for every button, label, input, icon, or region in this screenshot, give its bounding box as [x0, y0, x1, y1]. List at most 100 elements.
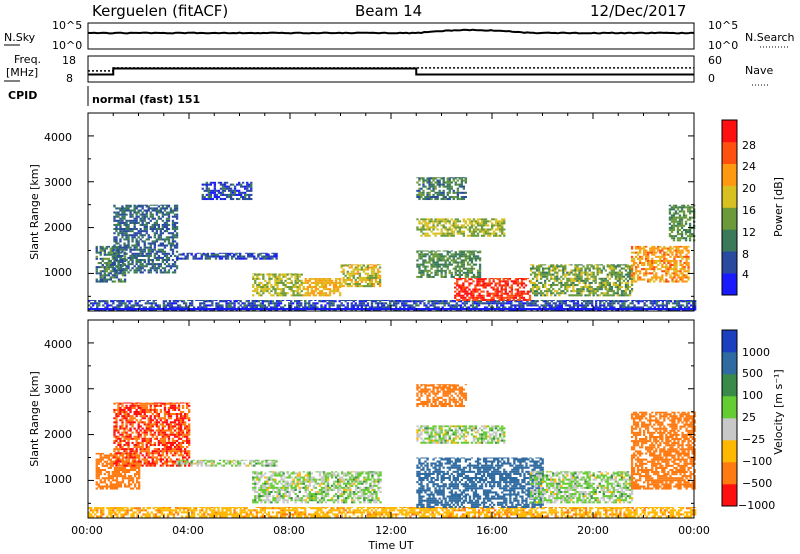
power-cell — [206, 188, 208, 190]
power-cell — [129, 247, 131, 249]
power-cell — [501, 218, 503, 220]
power-cell — [166, 222, 168, 224]
power-cell — [503, 235, 505, 237]
power-cell — [499, 226, 501, 228]
power-cell — [136, 271, 138, 273]
power-cell — [540, 276, 542, 278]
power-cell — [679, 268, 681, 270]
power-cell — [679, 206, 681, 208]
power-cell — [119, 245, 121, 247]
power-cell — [317, 284, 319, 286]
power-cell — [679, 210, 681, 212]
power-cell — [371, 273, 373, 275]
velocity-cell — [94, 507, 96, 508]
power-cell — [465, 268, 467, 270]
power-cell — [110, 270, 112, 272]
power-cell — [423, 304, 425, 306]
power-cell — [681, 281, 683, 283]
power-cell — [272, 294, 274, 296]
power-cell — [527, 291, 529, 293]
velocity-cell — [126, 507, 128, 509]
power-cell — [263, 253, 265, 254]
power-cell — [439, 266, 441, 268]
power-cell — [92, 300, 94, 301]
power-cell — [603, 292, 605, 294]
power-cb-tick-28: 28 — [742, 139, 756, 152]
power-cell — [462, 284, 464, 286]
power-cell — [683, 268, 685, 270]
power-cell — [172, 220, 174, 222]
power-cell — [649, 266, 651, 268]
power-cell — [118, 304, 120, 306]
power-cell — [345, 275, 347, 277]
power-cell — [591, 286, 593, 288]
power-cell — [249, 253, 251, 254]
power-cell — [118, 279, 120, 281]
power-cell — [491, 282, 493, 284]
power-cell — [560, 292, 562, 294]
power-cell — [271, 258, 273, 260]
power-cell — [113, 255, 115, 257]
power-cell — [160, 212, 162, 214]
power-cell — [232, 184, 234, 186]
power-cell — [597, 268, 599, 270]
power-cell — [225, 256, 227, 258]
power-cell — [584, 274, 586, 276]
power-cell — [691, 235, 693, 237]
power-cell — [673, 281, 675, 283]
power-cell — [303, 282, 305, 284]
power-cell — [212, 190, 214, 192]
power-cell — [681, 279, 683, 281]
power-cell — [463, 180, 465, 182]
power-cell — [329, 278, 331, 280]
power-cell — [451, 259, 453, 261]
power-cell — [449, 257, 451, 259]
power-cell — [456, 295, 458, 297]
power-cell — [437, 268, 439, 270]
power-cell — [355, 304, 357, 306]
power-cell — [665, 266, 667, 268]
power-cell — [154, 263, 156, 265]
power-cell — [300, 300, 302, 301]
power-cell — [550, 270, 552, 272]
power-cell — [170, 247, 172, 249]
power-cell — [469, 251, 471, 252]
power-cell — [609, 294, 611, 296]
power-cell — [464, 297, 466, 299]
power-cell — [278, 288, 280, 290]
power-cell — [647, 260, 649, 262]
power-cell — [534, 300, 536, 302]
power-cell — [347, 304, 349, 306]
power-cell — [495, 289, 497, 291]
power-cell — [375, 281, 377, 283]
power-cell — [681, 221, 683, 223]
power-cell — [438, 302, 440, 304]
power-cell — [443, 180, 445, 182]
power-cell — [619, 276, 621, 278]
power-cell — [420, 218, 422, 220]
power-cell — [367, 283, 369, 285]
power-cell — [464, 289, 466, 291]
power-cell — [284, 286, 286, 288]
power-cell — [365, 277, 367, 279]
power-cell — [456, 299, 458, 301]
power-cell — [116, 300, 118, 301]
power-cell — [136, 253, 138, 255]
power-cell — [347, 277, 349, 279]
power-cell — [572, 280, 574, 282]
power-cell — [117, 255, 119, 257]
power-cell — [503, 280, 505, 282]
power-cell — [115, 224, 117, 226]
power-cell — [467, 218, 469, 220]
power-cell — [449, 251, 451, 253]
power-cell — [164, 267, 166, 269]
power-cell — [471, 270, 473, 272]
power-cell — [497, 291, 499, 293]
power-cell — [471, 226, 473, 228]
power-cell — [611, 272, 613, 274]
power-cell — [501, 220, 503, 222]
power-cell — [489, 229, 491, 231]
power-cell — [629, 276, 631, 278]
power-cell — [266, 273, 268, 274]
power-cell — [144, 218, 146, 220]
